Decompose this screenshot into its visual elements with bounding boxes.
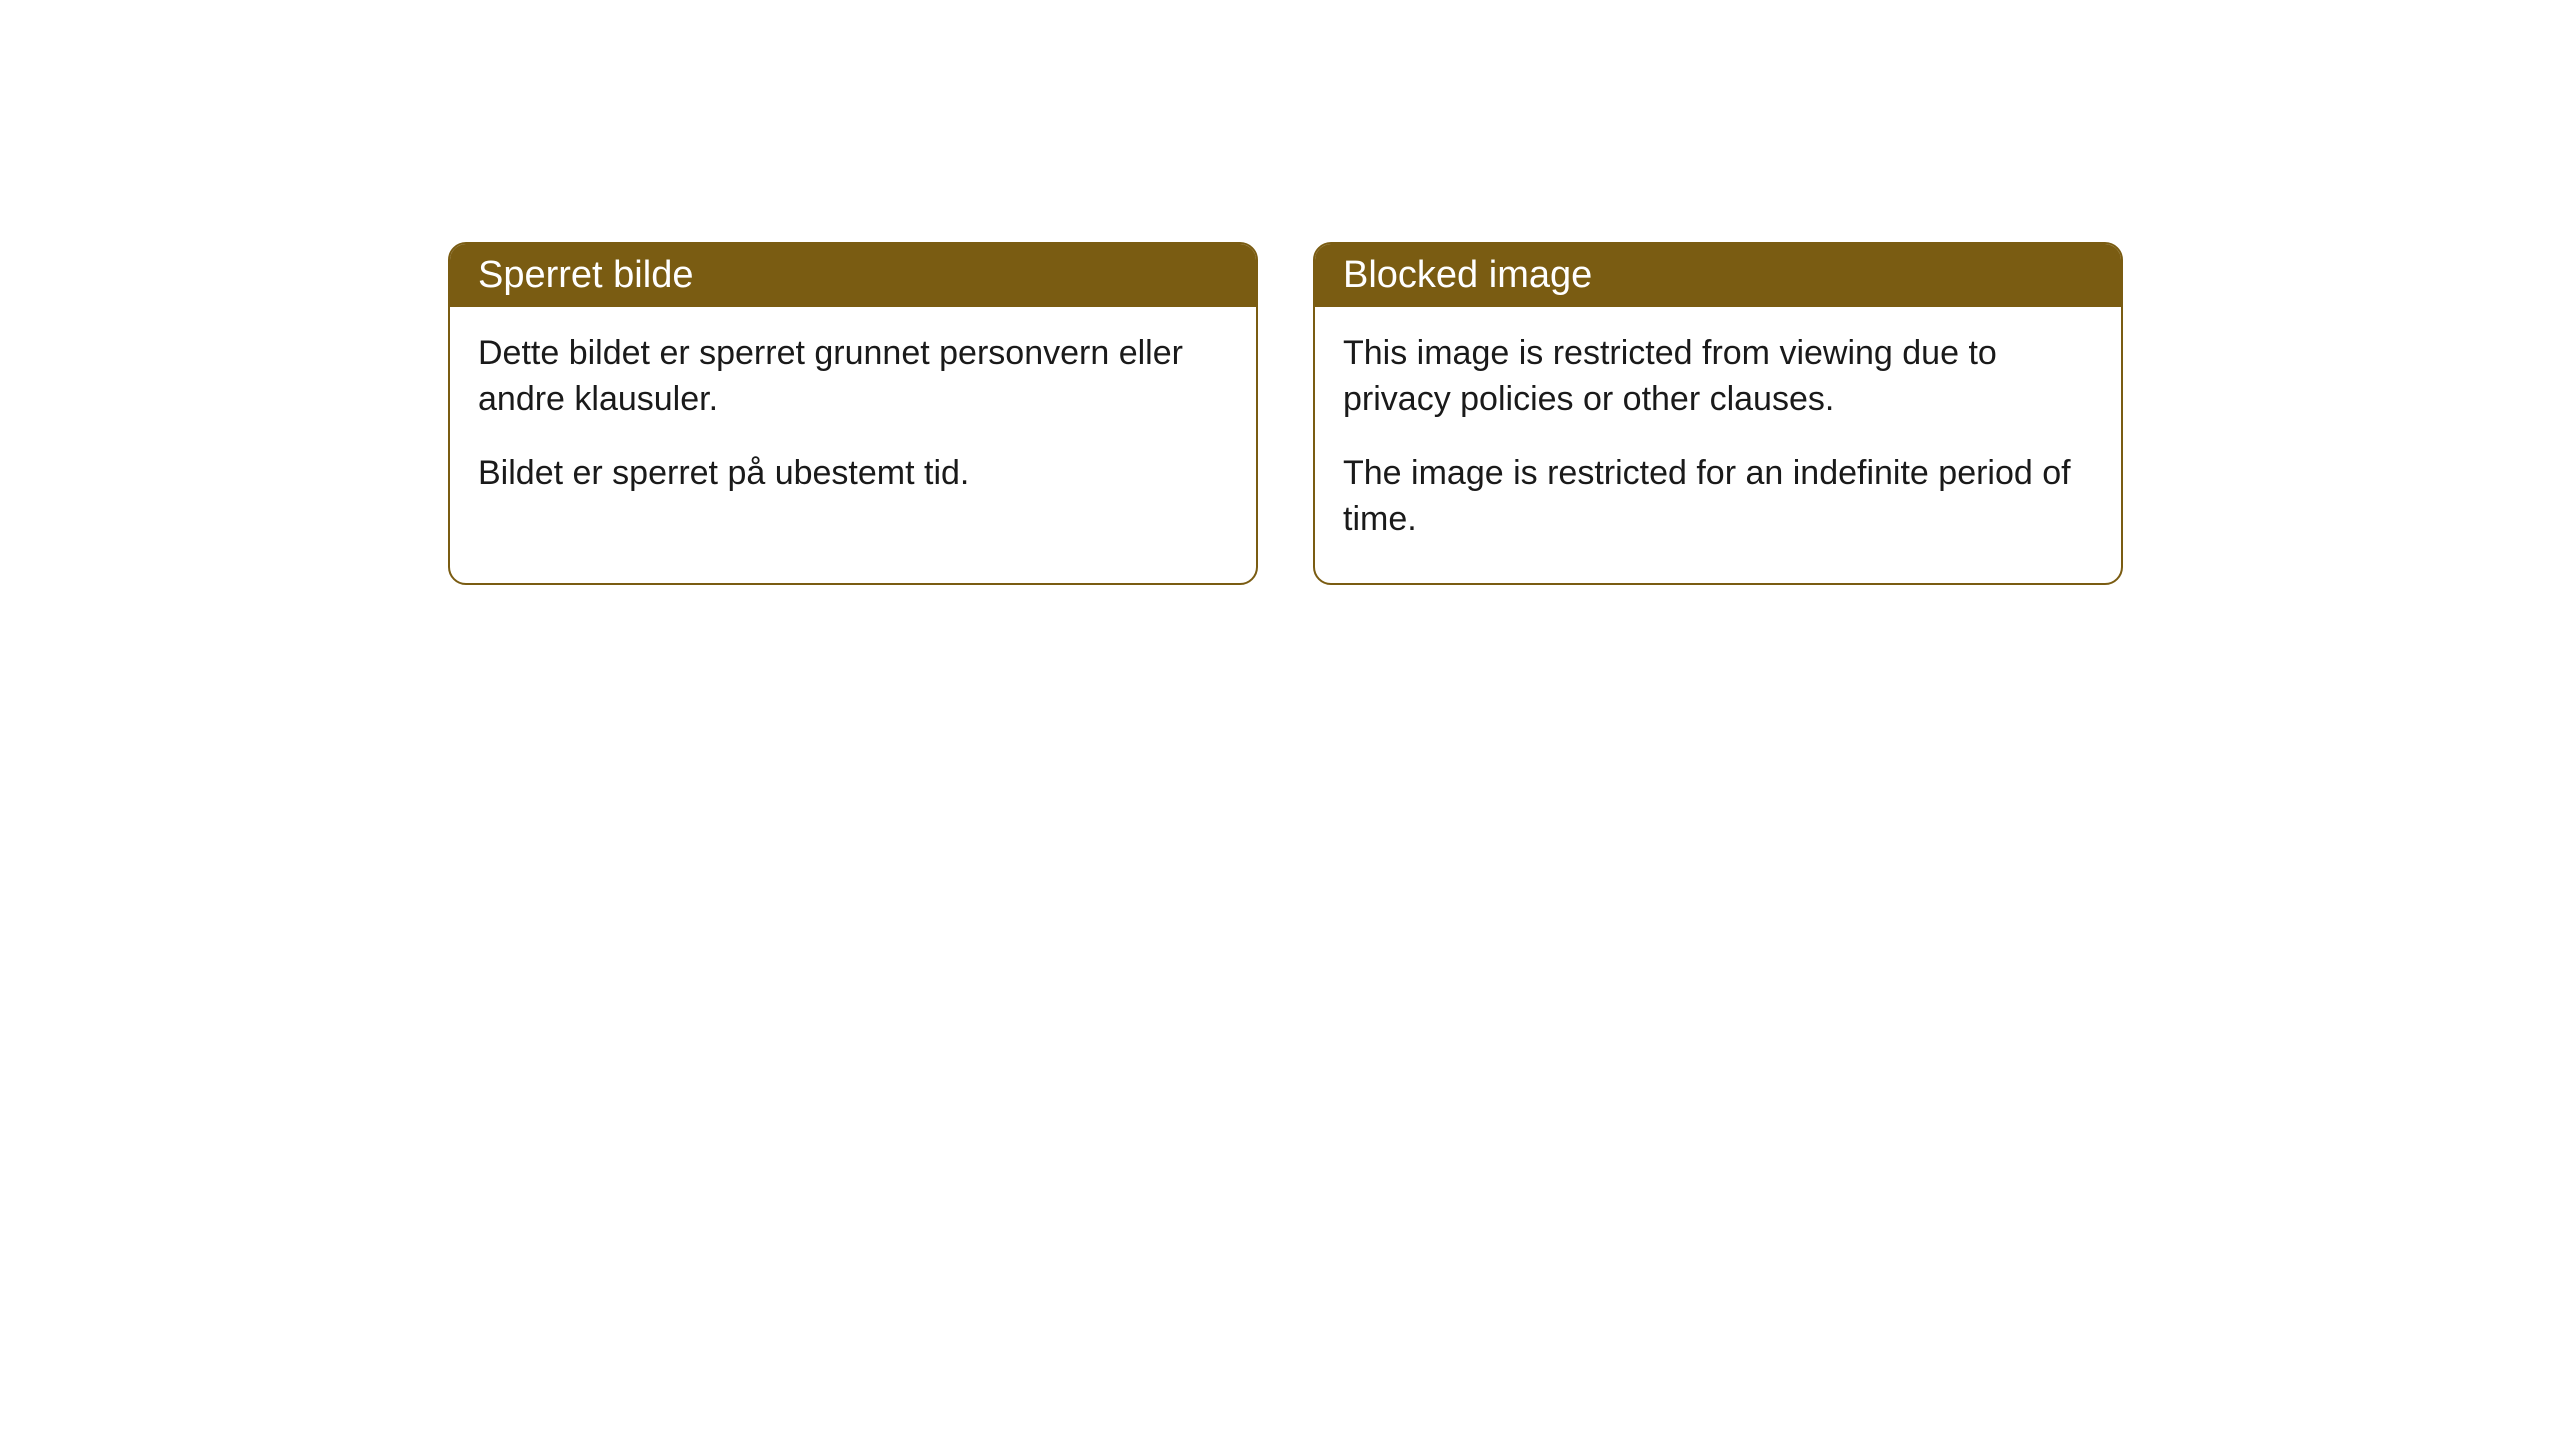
blocked-image-card-en: Blocked image This image is restricted f… bbox=[1313, 242, 2123, 585]
card-text-en-1: This image is restricted from viewing du… bbox=[1343, 331, 2093, 423]
card-text-no-1: Dette bildet er sperret grunnet personve… bbox=[478, 331, 1228, 423]
notice-cards-container: Sperret bilde Dette bildet er sperret gr… bbox=[448, 242, 2123, 585]
blocked-image-card-no: Sperret bilde Dette bildet er sperret gr… bbox=[448, 242, 1258, 585]
card-text-no-2: Bildet er sperret på ubestemt tid. bbox=[478, 451, 1228, 497]
card-header-no: Sperret bilde bbox=[450, 244, 1256, 307]
card-header-en: Blocked image bbox=[1315, 244, 2121, 307]
card-text-en-2: The image is restricted for an indefinit… bbox=[1343, 451, 2093, 543]
card-body-en: This image is restricted from viewing du… bbox=[1315, 307, 2121, 583]
card-body-no: Dette bildet er sperret grunnet personve… bbox=[450, 307, 1256, 537]
